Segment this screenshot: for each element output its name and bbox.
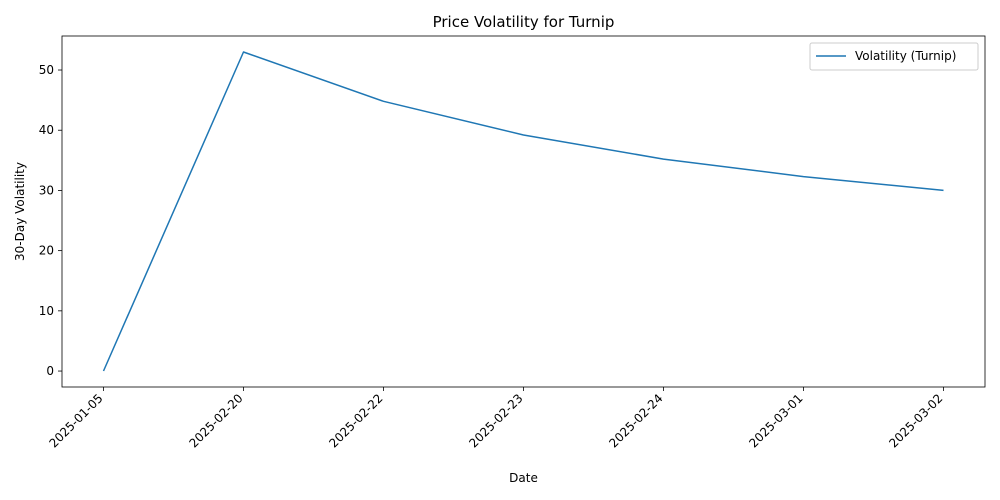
y-tick-label: 30 bbox=[39, 183, 54, 197]
plot-frame bbox=[61, 35, 986, 388]
series-line bbox=[102, 51, 944, 372]
legend: Volatility (Turnip) bbox=[809, 42, 979, 71]
y-tick-label: 0 bbox=[46, 364, 54, 378]
series-group bbox=[102, 51, 944, 372]
y-tick-label: 20 bbox=[39, 244, 54, 258]
legend-box bbox=[809, 42, 979, 71]
chart-title: Price Volatility for Turnip bbox=[433, 13, 615, 31]
y-axis-label: 30-Day Volatility bbox=[13, 162, 27, 261]
y-tick-label: 50 bbox=[39, 63, 54, 77]
y-axis-ticks: 0 10 20 30 40 50 bbox=[39, 63, 62, 378]
x-axis-label: Date bbox=[509, 471, 538, 485]
legend-entry: Volatility (Turnip) bbox=[855, 49, 956, 63]
y-tick-label: 40 bbox=[39, 123, 54, 137]
y-tick-label: 10 bbox=[39, 304, 54, 318]
